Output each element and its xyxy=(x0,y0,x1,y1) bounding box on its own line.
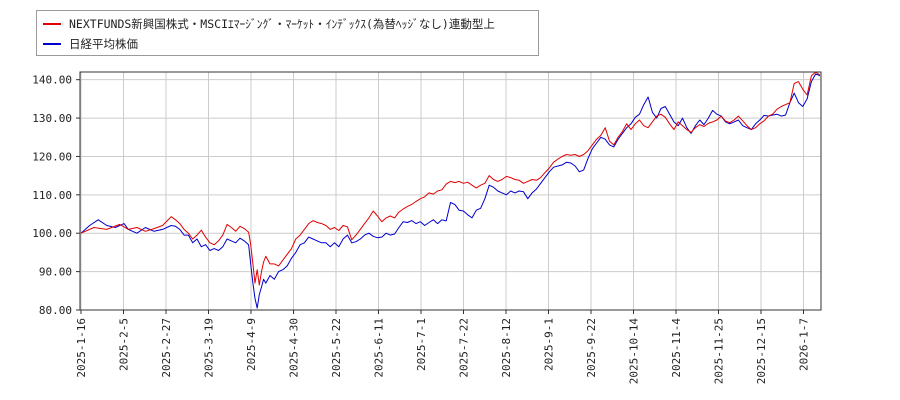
x-tick-label: 2025-7-22 xyxy=(458,318,471,378)
x-tick-label: 2025-2-27 xyxy=(160,318,173,378)
series-lines xyxy=(80,71,821,309)
x-tick-label: 2025-2-5 xyxy=(118,318,131,371)
x-tick-label: 2025-3-19 xyxy=(203,318,216,378)
series-line-nikkei xyxy=(80,73,821,309)
y-axis-ticks: 80.00 90.00 100.00 110.00 120.00 130.00 140.00 xyxy=(32,74,80,317)
x-tick-label: 2025-4-9 xyxy=(245,318,258,371)
y-tick-label: 100.00 xyxy=(32,227,72,240)
y-tick-label: 130.00 xyxy=(32,112,72,125)
series-line-etf xyxy=(80,71,821,286)
gridlines xyxy=(80,72,821,311)
x-tick-label: 2025-12-15 xyxy=(755,318,768,384)
x-tick-label: 2026-1-7 xyxy=(798,318,811,371)
x-tick-label: 2025-9-1 xyxy=(543,318,556,371)
x-tick-label: 2025-9-22 xyxy=(585,318,598,378)
y-tick-label: 110.00 xyxy=(32,189,72,202)
x-tick-label: 2025-4-30 xyxy=(288,318,301,378)
legend-swatch-nikkei xyxy=(43,43,61,45)
x-tick-label: 2025-11-4 xyxy=(670,318,683,378)
legend-entry-nikkei: 日経平均株価 xyxy=(43,35,138,53)
y-tick-label: 120.00 xyxy=(32,150,72,163)
x-tick-label: 2025-8-12 xyxy=(500,318,513,378)
y-tick-label: 80.00 xyxy=(39,304,72,317)
y-tick-label: 90.00 xyxy=(39,266,72,279)
x-axis-ticks: 2025-1-16 2025-2-5 2025-2-27 2025-3-19 2025-… xyxy=(75,310,811,384)
x-tick-label: 2025-7-1 xyxy=(415,318,428,371)
legend-swatch-etf xyxy=(43,23,61,25)
legend-label-etf: NEXTFUNDS新興国株式・MSCIｴﾏｰｼﾞﾝｸﾞ・ﾏｰｹｯﾄ・ｲﾝﾃﾞｯｸ… xyxy=(69,17,495,31)
x-tick-label: 2025-5-22 xyxy=(330,318,343,378)
legend: NEXTFUNDS新興国株式・MSCIｴﾏｰｼﾞﾝｸﾞ・ﾏｰｹｯﾄ・ｲﾝﾃﾞｯｸ… xyxy=(36,10,539,56)
x-tick-label: 2025-1-16 xyxy=(75,318,88,378)
plot-area xyxy=(79,71,822,311)
legend-label-nikkei: 日経平均株価 xyxy=(69,37,138,51)
y-tick-label: 140.00 xyxy=(32,74,72,87)
x-tick-label: 2025-11-25 xyxy=(713,318,726,384)
legend-entry-etf: NEXTFUNDS新興国株式・MSCIｴﾏｰｼﾞﾝｸﾞ・ﾏｰｹｯﾄ・ｲﾝﾃﾞｯｸ… xyxy=(43,15,495,33)
x-tick-label: 2025-10-14 xyxy=(628,318,641,385)
x-tick-label: 2025-6-11 xyxy=(373,318,386,378)
